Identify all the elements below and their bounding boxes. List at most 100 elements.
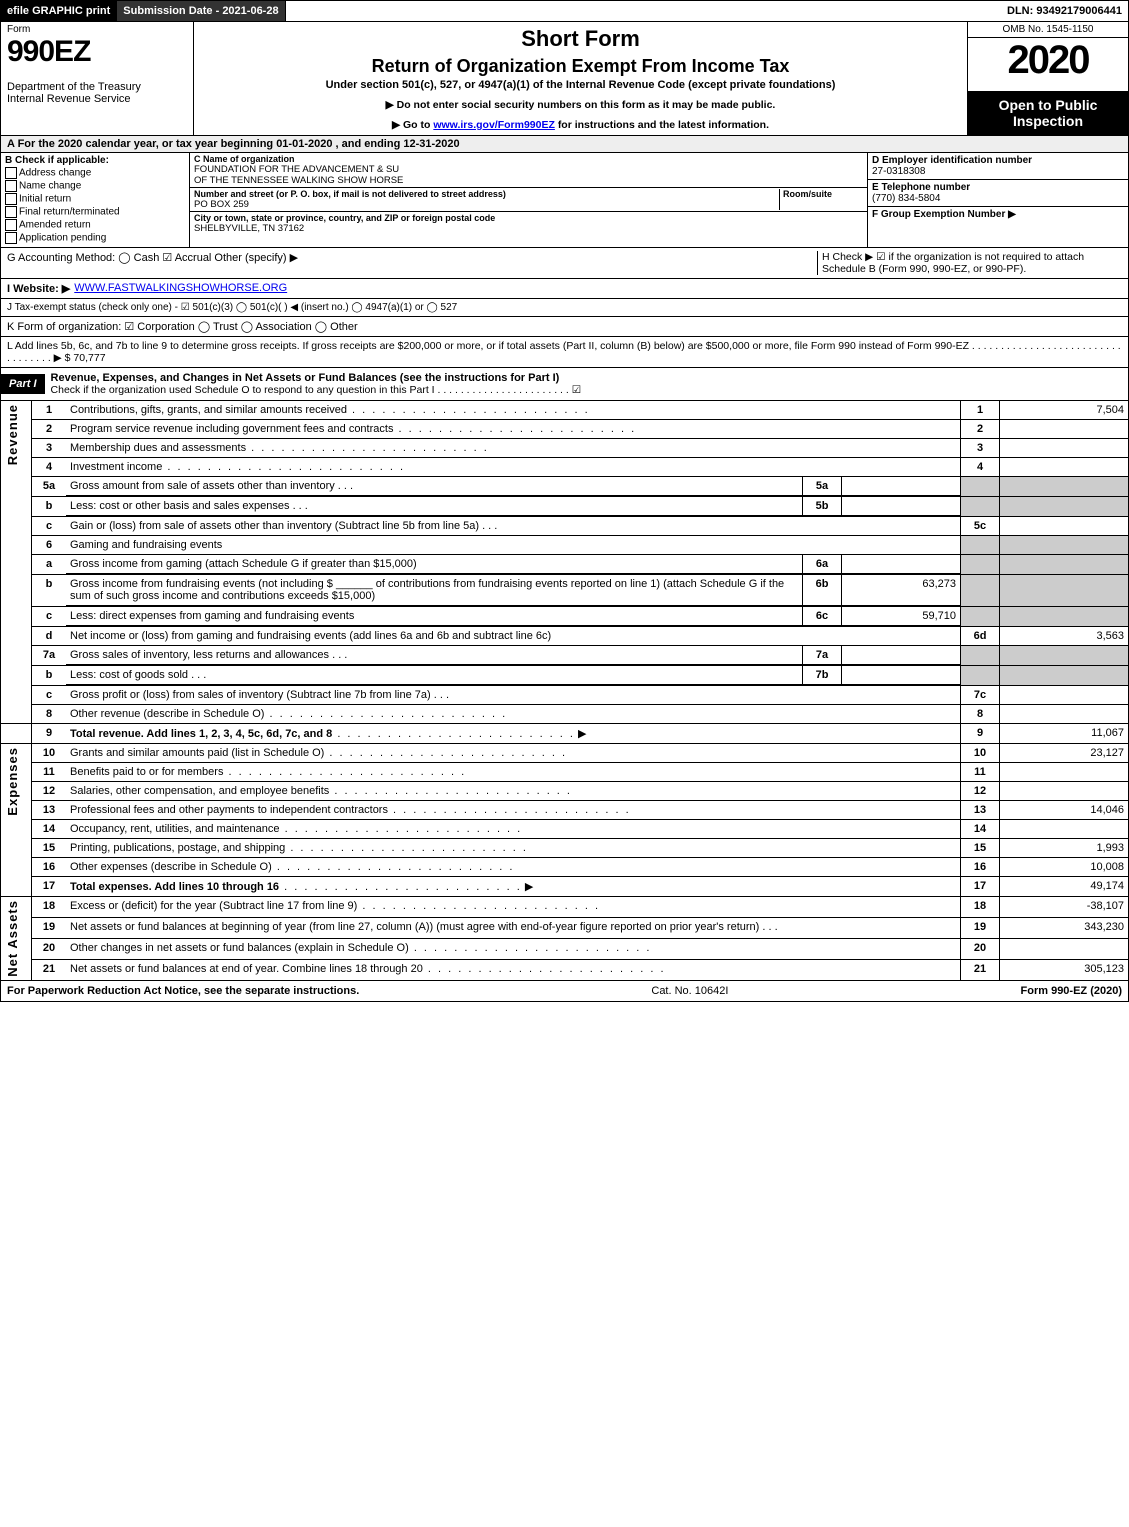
line-5c-label: Gain or (loss) from sale of assets other… xyxy=(70,520,479,532)
line-7c-label: Gross profit or (loss) from sales of inv… xyxy=(70,689,431,701)
line-1-num: 1 xyxy=(961,401,1000,420)
part-i-title: Revenue, Expenses, and Changes in Net As… xyxy=(45,368,1128,400)
line-6a-label: Gross income from gaming (attach Schedul… xyxy=(70,558,417,570)
title-return: Return of Organization Exempt From Incom… xyxy=(198,56,963,77)
omb-number: OMB No. 1545-1150 xyxy=(968,22,1128,38)
line-6-label: Gaming and fundraising events xyxy=(66,536,961,555)
sidebar-netassets: Net Assets xyxy=(1,897,32,981)
page-footer: For Paperwork Reduction Act Notice, see … xyxy=(0,981,1129,1002)
line-17-value: 49,174 xyxy=(1000,877,1129,897)
submission-date-badge: Submission Date - 2021-06-28 xyxy=(117,1,285,21)
line-8-label: Other revenue (describe in Schedule O) xyxy=(70,708,264,720)
tax-year: 2020 xyxy=(968,38,1128,83)
line-3-label: Membership dues and assessments xyxy=(70,442,246,454)
val-city: SHELBYVILLE, TN 37162 xyxy=(194,223,863,234)
irs-link[interactable]: www.irs.gov/Form990EZ xyxy=(433,119,555,131)
title-short-form: Short Form xyxy=(198,26,963,52)
lbl-group-exemption: F Group Exemption Number ▶ xyxy=(872,209,1124,220)
line-9-value: 11,067 xyxy=(1000,724,1129,744)
line-15-label: Printing, publications, postage, and shi… xyxy=(70,842,285,854)
line-13-label: Professional fees and other payments to … xyxy=(70,804,388,816)
line-2-label: Program service revenue including govern… xyxy=(70,423,393,435)
val-ein: 27-0318308 xyxy=(872,166,1124,177)
line-12-label: Salaries, other compensation, and employ… xyxy=(70,785,329,797)
row-a-tax-year: A For the 2020 calendar year, or tax yea… xyxy=(0,136,1129,153)
sidebar-revenue: Revenue xyxy=(1,401,32,724)
info-block: B Check if applicable: Address change Na… xyxy=(0,153,1129,248)
top-bar: efile GRAPHIC print Submission Date - 20… xyxy=(0,0,1129,22)
line-13-value: 14,046 xyxy=(1000,801,1129,820)
form-word: Form xyxy=(7,24,187,35)
line-16-value: 10,008 xyxy=(1000,858,1129,877)
lbl-ein: D Employer identification number xyxy=(872,155,1124,166)
part-i-header: Part I Revenue, Expenses, and Changes in… xyxy=(0,368,1129,401)
line-19-value: 343,230 xyxy=(1000,917,1129,938)
line-6c-label: Less: direct expenses from gaming and fu… xyxy=(70,610,354,622)
form-header: Form 990EZ Department of the Treasury In… xyxy=(0,22,1129,136)
form-number: 990EZ xyxy=(7,35,187,69)
line-7b-label: Less: cost of goods sold xyxy=(70,669,188,681)
line-18-value: -38,107 xyxy=(1000,897,1129,918)
line-6b-label: Gross income from fundraising events (no… xyxy=(70,578,784,602)
ck-final-return[interactable]: Final return/terminated xyxy=(5,206,185,218)
line-10-label: Grants and similar amounts paid (list in… xyxy=(70,747,324,759)
line-6d-label: Net income or (loss) from gaming and fun… xyxy=(70,630,551,642)
goto-line: ▶ Go to www.irs.gov/Form990EZ for instru… xyxy=(198,119,963,131)
website-link[interactable]: WWW.FASTWALKINGSHOWHORSE.ORG xyxy=(74,282,287,295)
line-6b-value: 63,273 xyxy=(842,575,961,606)
lbl-room: Room/suite xyxy=(783,189,863,199)
lbl-city: City or town, state or province, country… xyxy=(194,213,863,223)
line-14-label: Occupancy, rent, utilities, and maintena… xyxy=(70,823,280,835)
footer-paperwork: For Paperwork Reduction Act Notice, see … xyxy=(7,985,359,997)
g-accounting-method: G Accounting Method: ◯ Cash ☑ Accrual Ot… xyxy=(7,251,817,275)
ck-address-change[interactable]: Address change xyxy=(5,167,185,179)
line-1-value: 7,504 xyxy=(1000,401,1129,420)
line-5a-label: Gross amount from sale of assets other t… xyxy=(70,480,335,492)
row-l-gross-receipts: L Add lines 5b, 6c, and 7b to line 9 to … xyxy=(0,337,1129,368)
line-5b-label: Less: cost or other basis and sales expe… xyxy=(70,500,290,512)
row-i-website: I Website: ▶ WWW.FASTWALKINGSHOWHORSE.OR… xyxy=(0,279,1129,299)
lines-table: Revenue 1 Contributions, gifts, grants, a… xyxy=(0,401,1129,981)
line-21-label: Net assets or fund balances at end of ye… xyxy=(70,963,423,975)
col-c-org-info: C Name of organization FOUNDATION FOR TH… xyxy=(190,153,867,247)
header-right: OMB No. 1545-1150 2020 Open to Public In… xyxy=(967,22,1128,135)
line-1-label: Contributions, gifts, grants, and simila… xyxy=(70,404,347,416)
warn-ssn: ▶ Do not enter social security numbers o… xyxy=(198,99,963,111)
lbl-street: Number and street (or P. O. box, if mail… xyxy=(194,189,779,199)
line-6c-value: 59,710 xyxy=(842,607,961,626)
line-20-label: Other changes in net assets or fund bala… xyxy=(70,942,409,954)
ck-name-change[interactable]: Name change xyxy=(5,180,185,192)
ck-application-pending[interactable]: Application pending xyxy=(5,232,185,244)
line-16-label: Other expenses (describe in Schedule O) xyxy=(70,861,272,873)
row-g-accounting: G Accounting Method: ◯ Cash ☑ Accrual Ot… xyxy=(0,248,1129,279)
header-center: Short Form Return of Organization Exempt… xyxy=(194,22,967,135)
dln-label: DLN: 93492179006441 xyxy=(1007,5,1128,17)
efile-print-button[interactable]: efile GRAPHIC print xyxy=(1,1,117,21)
goto-post: for instructions and the latest informat… xyxy=(558,119,769,131)
part-i-check-line: Check if the organization used Schedule … xyxy=(51,384,582,396)
line-21-value: 305,123 xyxy=(1000,959,1129,980)
goto-pre: ▶ Go to xyxy=(392,119,433,131)
ck-initial-return[interactable]: Initial return xyxy=(5,193,185,205)
line-17-label: Total expenses. Add lines 10 through 16 xyxy=(70,881,279,893)
department-label: Department of the Treasury Internal Reve… xyxy=(7,81,187,105)
lbl-website: I Website: ▶ xyxy=(7,282,70,295)
val-phone: (770) 834-5804 xyxy=(872,193,1124,204)
open-inspection-badge: Open to Public Inspection xyxy=(968,91,1128,135)
sidebar-expenses: Expenses xyxy=(1,744,32,897)
line-9-label: Total revenue. Add lines 1, 2, 3, 4, 5c,… xyxy=(70,728,332,740)
lbl-org-name: C Name of organization xyxy=(194,154,863,164)
h-schedule-b: H Check ▶ ☑ if the organization is not r… xyxy=(817,251,1122,275)
ck-amended-return[interactable]: Amended return xyxy=(5,219,185,231)
subtitle-under: Under section 501(c), 527, or 4947(a)(1)… xyxy=(198,79,963,91)
col-b-header: B Check if applicable: xyxy=(5,155,185,166)
line-6d-value: 3,563 xyxy=(1000,627,1129,646)
part-i-badge: Part I xyxy=(1,374,45,394)
col-b-checkboxes: B Check if applicable: Address change Na… xyxy=(1,153,190,247)
line-10-value: 23,127 xyxy=(1000,744,1129,763)
line-11-label: Benefits paid to or for members xyxy=(70,766,223,778)
footer-cat-no: Cat. No. 10642I xyxy=(359,985,1020,997)
val-org-name: FOUNDATION FOR THE ADVANCEMENT & SU OF T… xyxy=(194,164,863,186)
line-19-label: Net assets or fund balances at beginning… xyxy=(70,921,759,933)
row-k-form-org: K Form of organization: ☑ Corporation ◯ … xyxy=(0,317,1129,337)
